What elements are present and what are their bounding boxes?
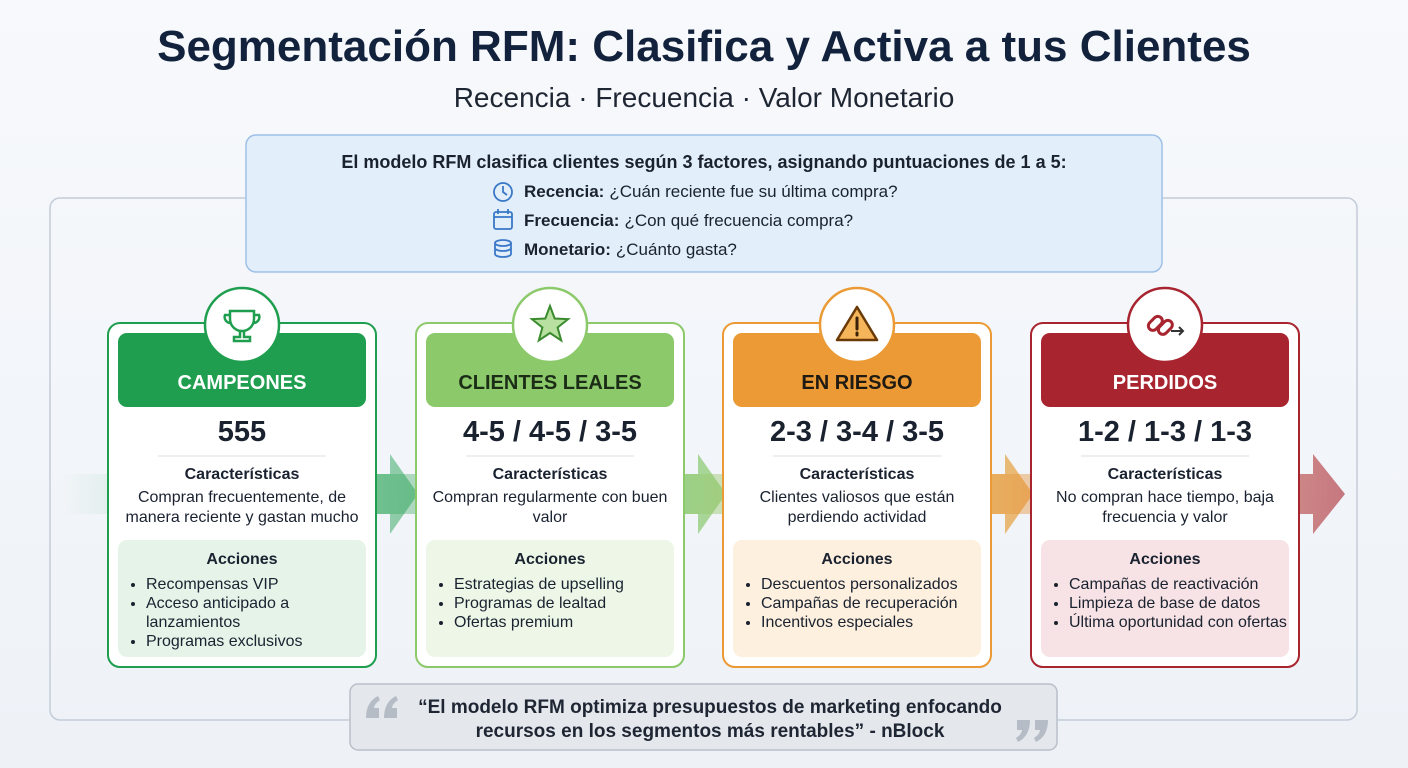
factor-text: ¿Cuán reciente fue su última compra? bbox=[609, 182, 898, 201]
quote-marks bbox=[366, 696, 1048, 742]
actions-list: Recompensas VIPAcceso anticipado a lanza… bbox=[122, 575, 374, 651]
quote: “El modelo RFM optimiza presupuestos de … bbox=[418, 697, 1002, 742]
characteristics-label: Características bbox=[492, 466, 608, 483]
action-item: Campañas de recuperación bbox=[761, 594, 989, 613]
characteristics-label: Características bbox=[799, 466, 915, 483]
characteristics: Clientes valiosos que están perdiendo ac… bbox=[759, 489, 955, 526]
segment-header bbox=[118, 333, 366, 407]
actions-list: Campañas de reactivaciónLimpieza de base… bbox=[1045, 575, 1297, 632]
characteristics: Compran regularmente con buen valor bbox=[432, 489, 668, 526]
actions-box bbox=[1041, 540, 1289, 657]
title: Segmentación RFM: Clasifica y Activa a t… bbox=[157, 22, 1251, 71]
factor: Frecuencia: ¿Con qué frecuencia compra? bbox=[524, 211, 853, 231]
characteristics-label: Características bbox=[184, 466, 300, 483]
action-item: Campañas de reactivación bbox=[1069, 575, 1297, 594]
action-item: Descuentos personalizados bbox=[761, 575, 989, 594]
segment-name: CLIENTES LEALES bbox=[458, 372, 642, 394]
icon bbox=[1156, 318, 1174, 336]
subtitle: Recencia · Frecuencia · Valor Monetario bbox=[453, 82, 955, 113]
actions-list: Estrategias de upsellingProgramas de lea… bbox=[430, 575, 682, 632]
actions-label: Acciones bbox=[821, 551, 893, 568]
intro-lead: El modelo RFM clasifica clientes según 3… bbox=[341, 152, 1067, 172]
factor: Recencia: ¿Cuán reciente fue su última co… bbox=[524, 182, 898, 202]
action-item: Ofertas premium bbox=[454, 613, 682, 632]
actions-list: Descuentos personalizadosCampañas de rec… bbox=[737, 575, 989, 632]
actions-box bbox=[426, 540, 674, 657]
icon bbox=[1171, 326, 1185, 336]
characteristics: No compran hace tiempo, baja frecuencia … bbox=[1056, 489, 1274, 526]
action-item: Última oportunidad con ofertas bbox=[1069, 613, 1297, 632]
intro-box bbox=[245, 134, 1163, 273]
segment-name: EN RIESGO bbox=[801, 372, 913, 394]
actions-label: Acciones bbox=[1129, 551, 1201, 568]
actions-label: Acciones bbox=[206, 551, 278, 568]
segment-score: 4-5 / 4-5 / 3-5 bbox=[462, 416, 638, 448]
factor: Monetario: ¿Cuánto gasta? bbox=[524, 240, 737, 260]
factor-icons bbox=[493, 182, 513, 258]
action-item: Estrategias de upselling bbox=[454, 575, 682, 594]
action-item: Incentivos especiales bbox=[761, 613, 989, 632]
segment-header bbox=[426, 333, 674, 407]
icon bbox=[223, 309, 261, 343]
icon-badge bbox=[203, 286, 281, 364]
segment-score: 555 bbox=[217, 416, 267, 448]
segment-score: 2-3 / 3-4 / 3-5 bbox=[769, 416, 945, 448]
action-item: Limpieza de base de datos bbox=[1069, 594, 1297, 613]
factor-text: ¿Con qué frecuencia compra? bbox=[624, 211, 854, 230]
icon-badge bbox=[1126, 286, 1204, 364]
factor-label: Monetario: bbox=[524, 240, 611, 259]
actions-box bbox=[118, 540, 366, 657]
action-item: Programas exclusivos bbox=[146, 632, 374, 651]
segment-score: 1-2 / 1-3 / 1-3 bbox=[1077, 416, 1253, 448]
actions-label: Acciones bbox=[514, 551, 586, 568]
segment-header bbox=[733, 333, 981, 407]
action-item: Acceso anticipado a lanzamientos bbox=[146, 594, 374, 632]
quote-box bbox=[349, 683, 1058, 751]
factor-label: Recencia: bbox=[524, 182, 605, 201]
factor-text: ¿Cuánto gasta? bbox=[615, 240, 737, 259]
segment-name: PERDIDOS bbox=[1112, 372, 1218, 394]
factor-label: Frecuencia: bbox=[524, 211, 620, 230]
action-item: Recompensas VIP bbox=[146, 575, 374, 594]
segment-name: CAMPEONES bbox=[177, 372, 307, 394]
segment-header bbox=[1041, 333, 1289, 407]
characteristics: Compran frecuentemente, de manera recien… bbox=[125, 489, 359, 526]
actions-box bbox=[733, 540, 981, 657]
characteristics-label: Características bbox=[1107, 466, 1223, 483]
icon bbox=[529, 303, 571, 343]
action-item: Programas de lealtad bbox=[454, 594, 682, 613]
